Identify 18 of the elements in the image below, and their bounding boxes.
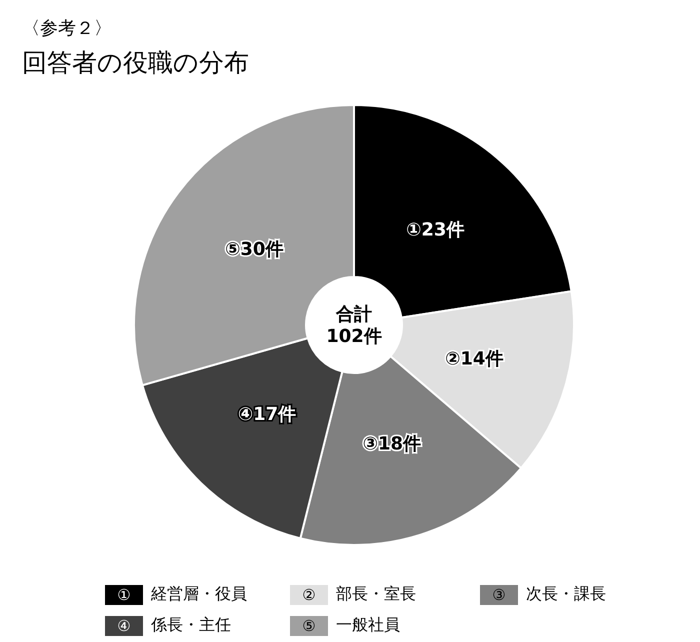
data-label: ④17件 (238, 404, 296, 426)
data-label: ③18件 (362, 434, 422, 455)
text: ① (117, 586, 131, 604)
text: 合計 102件 (326, 304, 382, 346)
chart-title: 〈参考２〉 (22, 17, 112, 40)
text: ② (302, 586, 316, 604)
legend-label: 次長・課長 (526, 584, 606, 605)
text: ⑤ (302, 616, 316, 634)
data-label: ①23件 (406, 220, 464, 241)
text: ③ (492, 586, 506, 604)
chart-subtitle: 回答者の役職の分布 (22, 47, 249, 79)
text: ④ (117, 616, 131, 634)
legend-label: 経営層・役員 (151, 584, 247, 605)
legend-label: 係長・主任 (151, 615, 231, 636)
legend-label: 部長・室長 (336, 584, 416, 605)
legend-label: 一般社員 (336, 615, 400, 636)
data-label: ⑤30件 (225, 239, 284, 260)
data-label: ②14件 (445, 348, 504, 370)
